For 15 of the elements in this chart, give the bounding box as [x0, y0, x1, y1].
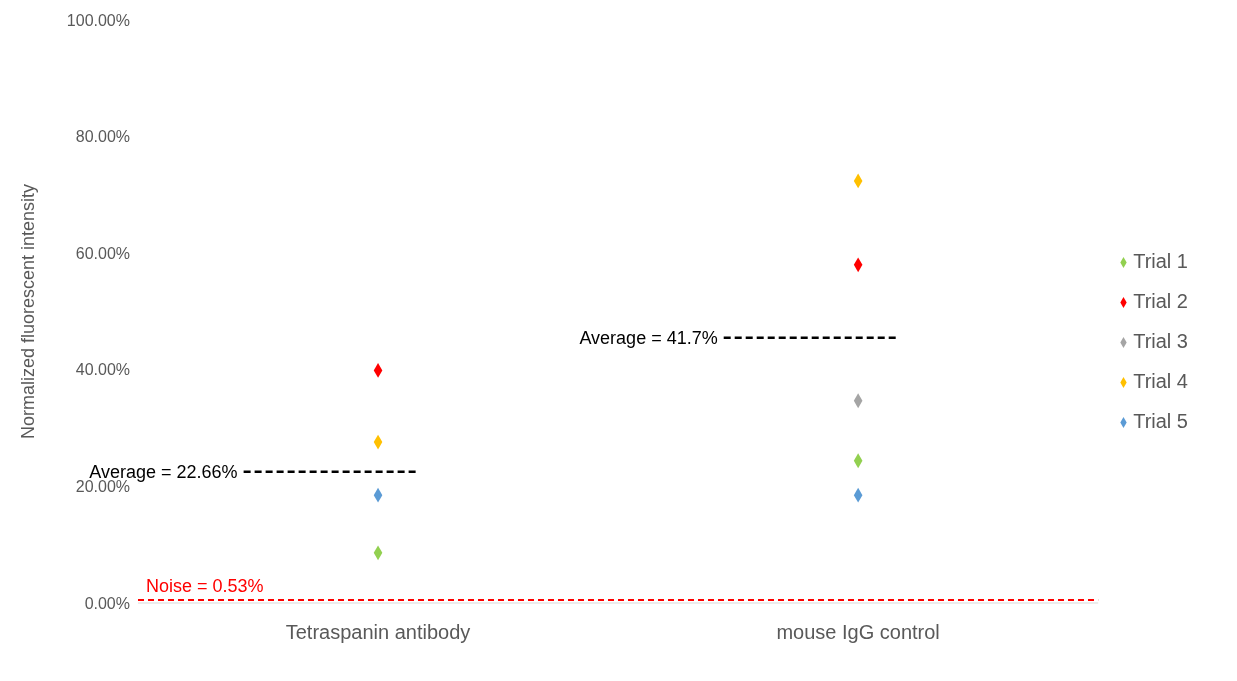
annotation: Average = 41.7% [579, 328, 718, 349]
legend-label: Trial 4 [1133, 369, 1188, 392]
y-tick-label: 0.00% [84, 594, 130, 612]
y-tick-label: 40.00% [75, 361, 130, 379]
legend-label: Trial 5 [1133, 409, 1188, 432]
ref-line-label: Noise = 0.53% [146, 575, 264, 596]
x-tick-label: mouse IgG control [776, 621, 940, 644]
legend-label: Trial 3 [1133, 329, 1188, 352]
y-tick-label: 60.00% [75, 244, 130, 262]
y-tick-label: 100.00% [66, 11, 130, 29]
legend-label: Trial 1 [1133, 249, 1188, 272]
legend-label: Trial 2 [1133, 289, 1188, 312]
y-tick-label: 80.00% [75, 128, 130, 146]
x-tick-label: Tetraspanin antibody [285, 621, 471, 644]
y-axis-title: Normalized fluorescent intensity [18, 183, 39, 440]
